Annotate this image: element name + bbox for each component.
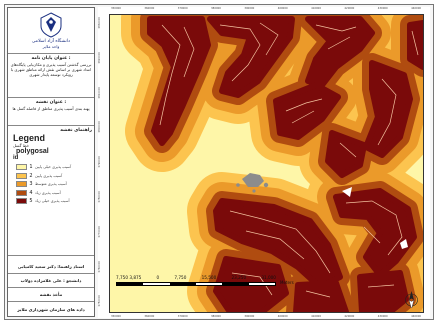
credits-block: استاد راهنما: دکتر سعید کامیابی دانشجو :… — [8, 260, 94, 316]
scale-bar-labels: 7,750 3,875 0 7,750 15,500 23,250 31,000 — [116, 275, 276, 280]
map-title-block: عنوان نقشه : پهنه بندی آسیب پذیری مناطق … — [8, 98, 94, 126]
legend-item: 5 آسیب پذیری خیلی زیاد — [16, 197, 92, 206]
grid-tick-label: 410000 — [311, 7, 321, 10]
source-text: داده های سازمان شهرداری ملایر — [17, 306, 85, 312]
grid-tick-label: 410000 — [311, 315, 321, 318]
legend-swatch — [16, 189, 27, 196]
legend-block: راهنمای نقشه Legend خط گسل polygosal id … — [8, 126, 94, 256]
scale-label: 23,250 — [231, 275, 247, 280]
university-block: دانشگاه آزاد اسلامی واحد ملایر — [8, 8, 94, 54]
settlement-patch — [400, 239, 408, 249]
fault-lines — [159, 22, 419, 298]
legend-swatch — [16, 164, 27, 171]
legend-swatch — [16, 198, 27, 205]
legend-label: آسیب پذیری خیلی پایین — [35, 165, 72, 170]
legend-value: 4 — [29, 189, 33, 196]
source-heading: مأخذ نقشه — [39, 292, 63, 297]
grid-tick-label: 440000 — [411, 315, 421, 318]
map-canvas[interactable]: 7,750 3,875 0 7,750 15,500 23,250 31,000 Mete… — [109, 14, 424, 313]
map-title: پهنه بندی آسیب پذیری مناطق از فاصله گسل … — [12, 106, 90, 111]
legend-label: آسیب پذیری زیاد — [35, 190, 61, 195]
grid-tick-label: 3830000 — [98, 17, 101, 29]
grid-labels-left: 3830000 3820000 3810000 3800000 3790000 37800… — [98, 17, 107, 307]
map-area: 350000 360000 370000 380000 390000 400000 4100… — [98, 7, 430, 318]
legend-swatch — [16, 181, 27, 188]
grid-tick-label: 400000 — [277, 7, 288, 10]
map-info-panel: دانشگاه آزاد اسلامی واحد ملایر عنوان پای… — [7, 7, 95, 317]
scale-bar — [116, 282, 276, 286]
urban-area — [236, 173, 269, 193]
scale-label: 7,750 3,875 — [116, 275, 142, 280]
grid-tick-label: 3800000 — [98, 121, 101, 133]
grid-tick-label: 3790000 — [98, 156, 101, 168]
legend-item: 2 آسیب پذیری پایین — [16, 172, 92, 181]
legend-value: 5 — [29, 198, 33, 205]
legend-item: 1 آسیب پذیری خیلی پایین — [16, 163, 92, 172]
legend-heading: راهنمای نقشه — [60, 128, 92, 133]
legend-label: آسیب پذیری پایین — [35, 173, 63, 178]
legend-item: 4 آسیب پذیری زیاد — [16, 189, 92, 198]
student-text: دانشجو : علی غلامزاده دولاب — [20, 278, 82, 283]
source-row: داده های سازمان شهرداری ملایر — [8, 302, 94, 316]
grid-tick-label: 390000 — [244, 315, 255, 318]
grid-tick-label: 3750000 — [98, 295, 101, 307]
advisor-row: استاد راهنما: دکتر سعید کامیابی — [8, 260, 94, 274]
grid-tick-label: 430000 — [377, 315, 388, 318]
scale-label: 0 — [156, 275, 160, 280]
legend-item: 3 آسیب پذیری متوسط — [16, 180, 92, 189]
grid-tick-label: 400000 — [277, 315, 288, 318]
grid-tick-label: 370000 — [177, 315, 188, 318]
legend-layer-name: polygosal — [16, 148, 49, 155]
source-heading-row: مأخذ نقشه — [8, 288, 94, 302]
legend-list: 1 آسیب پذیری خیلی پایین 2 آسیب پذیری پایین 3… — [10, 163, 92, 206]
grid-tick-label: 380000 — [211, 315, 221, 318]
grid-tick-label: 3810000 — [98, 86, 101, 99]
grid-tick-label: 370000 — [177, 7, 188, 10]
grid-labels-top: 350000 360000 370000 380000 390000 400000 4100… — [111, 7, 421, 10]
grid-labels-bottom: 350000 360000 370000 380000 390000 400000 4100… — [111, 315, 421, 318]
legend-value: 1 — [29, 164, 33, 171]
grid-tick-label: 350000 — [111, 315, 121, 318]
student-row: دانشجو : علی غلامزاده دولاب — [8, 274, 94, 288]
scale-label: 15,500 — [201, 275, 217, 280]
scale-label: 7,750 — [174, 275, 187, 280]
fault-line-label: خط گسل — [13, 143, 30, 148]
map-title-heading: عنوان نقشه : — [35, 100, 67, 105]
legend-value: 2 — [29, 172, 33, 179]
grid-tick-label: 420000 — [344, 315, 355, 318]
grid-tick-label: 3820000 — [98, 51, 101, 64]
scale-unit: Meters — [280, 280, 294, 285]
university-logo-icon — [40, 12, 62, 38]
grid-tick-label: 440000 — [411, 7, 421, 10]
grid-tick-label: 3770000 — [98, 225, 101, 238]
university-branch: واحد ملایر — [42, 44, 60, 49]
legend-label: آسیب پذیری خیلی زیاد — [35, 199, 70, 204]
grid-tick-label: 3760000 — [98, 260, 101, 273]
north-arrow-icon — [405, 291, 418, 308]
advisor-text: استاد راهنما: دکتر سعید کامیابی — [17, 264, 85, 269]
vulnerability-zoning-map — [110, 15, 423, 312]
grid-tick-label: 430000 — [377, 7, 388, 10]
thesis-block: عنوان پایان نامه : بررسی گذشتن آسیب پذیر… — [8, 54, 94, 98]
settlement-patch — [342, 187, 352, 197]
grid-tick-label: 360000 — [144, 7, 155, 10]
grid-tick-label: 420000 — [344, 7, 355, 10]
grid-tick-label: 3780000 — [98, 190, 101, 203]
thesis-heading: عنوان پایان نامه : — [31, 56, 71, 61]
legend-value: 3 — [29, 181, 33, 188]
university-name: دانشگاه آزاد اسلامی — [31, 39, 71, 44]
legend-title: Legend — [13, 133, 46, 143]
grid-tick-label: 360000 — [144, 315, 155, 318]
grid-tick-label: 350000 — [111, 7, 121, 10]
legend-swatch — [16, 172, 27, 179]
legend-label: آسیب پذیری متوسط — [35, 182, 67, 187]
legend-field-name: id — [13, 155, 19, 161]
thesis-title: بررسی گذشتن آسیب پذیری و مکان‌یابی پایگا… — [10, 62, 92, 78]
grid-tick-label: 380000 — [211, 7, 221, 10]
grid-tick-label: 390000 — [244, 7, 255, 10]
scale-label: 31,000 — [261, 275, 276, 280]
